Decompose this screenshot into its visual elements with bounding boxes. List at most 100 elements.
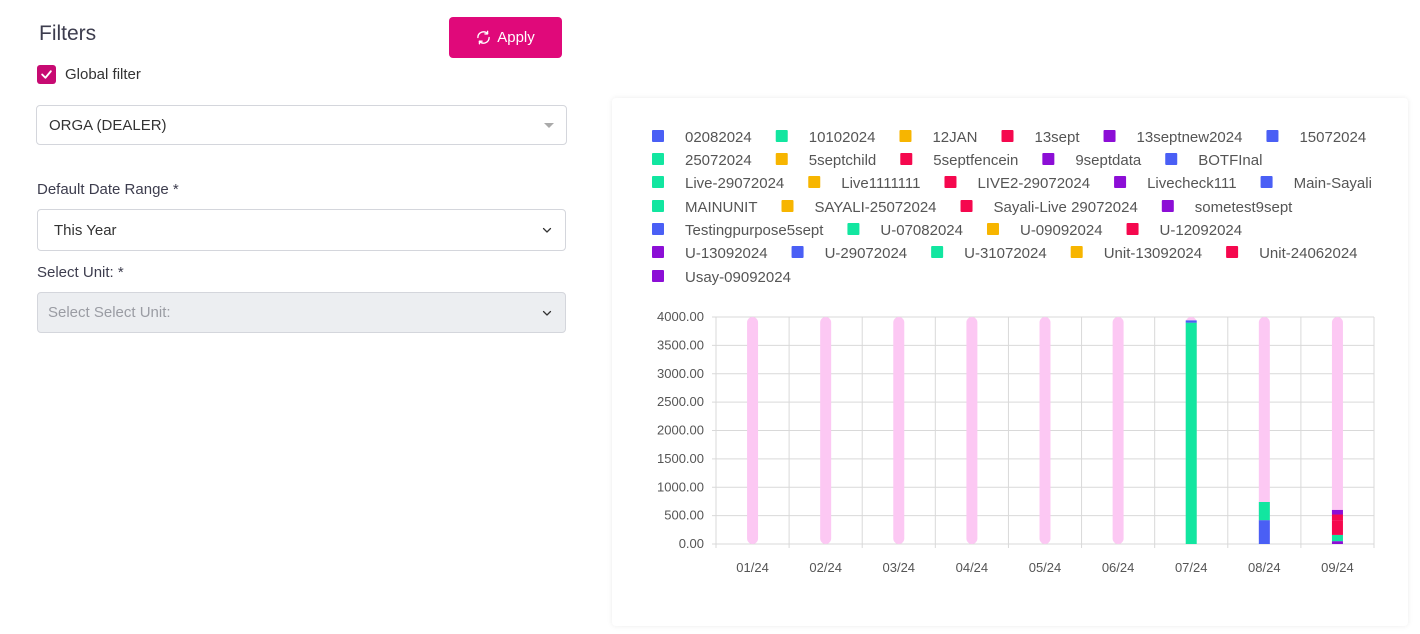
x-tick-label: 09/24 (1321, 560, 1354, 575)
date-range-select[interactable]: This Year (37, 209, 566, 251)
check-icon (41, 70, 52, 79)
chart-card: 02082024 10102024 12JAN 13sept 13septnew2024… (612, 98, 1408, 626)
x-tick-label: 08/24 (1248, 560, 1281, 575)
legend-label: 5septfencein (933, 152, 1018, 169)
bar-segment (1258, 502, 1270, 521)
y-tick-label: 3000.00 (657, 366, 704, 381)
legend-swatch (652, 223, 664, 235)
legend-swatch (775, 130, 788, 142)
legend-swatch (1260, 176, 1273, 188)
legend-label: Testingpurpose5sept (685, 222, 824, 239)
legend-label: 13sept (1034, 129, 1080, 146)
global-filter-checkbox[interactable] (37, 65, 56, 84)
bar-segment (1185, 322, 1197, 544)
y-tick-label: 0.00 (679, 536, 704, 551)
apply-label: Apply (497, 29, 535, 46)
legend-label: U-07082024 (880, 222, 963, 239)
legend-label: 02082024 (685, 129, 752, 146)
apply-button[interactable]: Apply (449, 17, 562, 58)
legend-label: 5septchild (809, 152, 877, 169)
legend-swatch (900, 153, 913, 165)
background-bar (1258, 317, 1270, 544)
legend-label: U-29072024 (825, 245, 908, 262)
chevron-down-icon (542, 310, 552, 316)
legend-swatch (1042, 153, 1055, 165)
legend-swatch (960, 200, 973, 212)
legend-swatch (652, 270, 664, 282)
background-bar (966, 317, 978, 544)
background-bar (1039, 317, 1051, 544)
bar-segment (1331, 520, 1343, 535)
unit-select[interactable]: Select Select Unit: (37, 292, 566, 333)
global-filter-label: Global filter (65, 66, 141, 83)
y-tick-label: 500.00 (664, 508, 704, 523)
bar-segment (1331, 514, 1343, 521)
legend-swatch (899, 130, 912, 142)
background-bar (747, 317, 759, 544)
refresh-icon (477, 30, 491, 45)
y-tick-label: 2000.00 (657, 423, 704, 438)
background-bar (893, 317, 905, 544)
chevron-down-icon (542, 227, 552, 233)
background-bar (1112, 317, 1124, 544)
x-tick-label: 07/24 (1175, 560, 1208, 575)
unit-placeholder: Select Select Unit: (48, 304, 171, 321)
legend-swatch (652, 130, 664, 142)
legend-label: SAYALI-25072024 (814, 199, 936, 216)
legend-swatch (1165, 153, 1178, 165)
legend-swatch (1161, 200, 1174, 212)
legend-label: 15072024 (1299, 129, 1366, 146)
legend-swatch (1114, 176, 1127, 188)
legend-swatch (808, 176, 821, 188)
legend-label: Main-Sayali (1294, 175, 1372, 192)
bar-segment (1185, 320, 1197, 323)
legend-label: U-31072024 (964, 245, 1047, 262)
date-range-value: This Year (54, 221, 117, 239)
legend-label: U-09092024 (1020, 222, 1103, 239)
caret-down-icon (544, 122, 554, 128)
legend-label: Live-29072024 (685, 175, 784, 192)
legend-swatch (1001, 130, 1014, 142)
legend-label: 10102024 (809, 129, 876, 146)
legend-label: sometest9sept (1195, 199, 1293, 216)
legend-label: U-13092024 (685, 245, 768, 262)
legend-label: Sayali-Live 29072024 (994, 199, 1138, 216)
legend-label: Live1111111 (841, 175, 920, 192)
legend-swatch (1266, 130, 1279, 142)
global-filter[interactable]: Global filter (37, 65, 141, 84)
x-tick-label: 01/24 (736, 560, 769, 575)
legend-swatch (1226, 246, 1239, 258)
bar-segment (1331, 534, 1343, 542)
legend-label: 25072024 (685, 152, 752, 169)
filters-title: Filters (39, 22, 97, 45)
legend-swatch (986, 223, 999, 235)
organization-select[interactable]: ORGA (DEALER) (36, 105, 567, 145)
legend-label: Livecheck111 (1147, 175, 1237, 192)
legend-swatch (847, 223, 860, 235)
legend-swatch (775, 153, 788, 165)
legend-label: MAINUNIT (685, 199, 758, 216)
y-tick-label: 1500.00 (657, 451, 704, 466)
bar-segment (1331, 509, 1343, 515)
legend-label: 13septnew2024 (1137, 129, 1243, 146)
legend-swatch (1070, 246, 1083, 258)
y-tick-label: 3500.00 (657, 337, 704, 352)
legend-swatch (931, 246, 944, 258)
bar-segment (1331, 541, 1343, 544)
y-tick-label: 1000.00 (657, 479, 704, 494)
legend-label: BOTFInal (1198, 152, 1262, 169)
legend-swatch (781, 200, 794, 212)
legend-label: LIVE2-29072024 (977, 175, 1090, 192)
legend-swatch (791, 246, 804, 258)
legend-swatch (1126, 223, 1139, 235)
legend-swatch (944, 176, 957, 188)
x-tick-label: 04/24 (956, 560, 989, 575)
legend-swatch (652, 153, 664, 165)
legend-label: 9septdata (1075, 152, 1142, 169)
legend-label: Unit-24062024 (1259, 245, 1357, 262)
y-tick-label: 2500.00 (657, 394, 704, 409)
stacked-bar-chart: 02082024 10102024 12JAN 13sept 13septnew2024… (652, 129, 1375, 575)
legend-label: U-12092024 (1160, 222, 1243, 239)
background-bar (1331, 317, 1343, 544)
background-bar (820, 317, 832, 544)
